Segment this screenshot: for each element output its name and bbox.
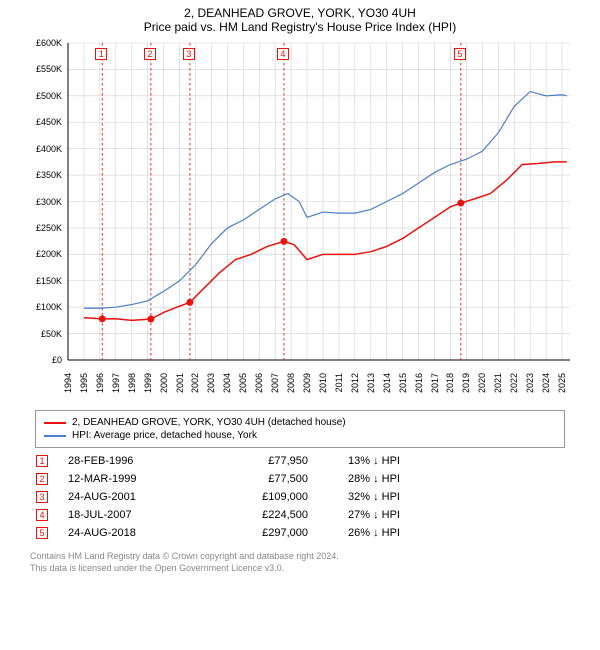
sale-price: £297,000 (218, 527, 348, 539)
x-axis-label: 2006 (254, 373, 264, 413)
y-axis-label: £0 (2, 355, 62, 365)
sale-marker-flag: 1 (95, 48, 107, 60)
x-axis-label: 2008 (286, 373, 296, 413)
y-axis-label: £100K (2, 302, 62, 312)
x-axis-label: 2004 (222, 373, 232, 413)
line-chart (20, 38, 580, 408)
footnote-line2: This data is licensed under the Open Gov… (30, 562, 570, 574)
sale-row-marker: 1 (36, 455, 48, 467)
x-axis-label: 2009 (302, 373, 312, 413)
sale-date: 24-AUG-2018 (68, 527, 218, 539)
x-axis-label: 2005 (238, 373, 248, 413)
y-axis-label: £350K (2, 170, 62, 180)
x-axis-label: 2023 (525, 373, 535, 413)
legend-item: 2, DEANHEAD GROVE, YORK, YO30 4UH (detac… (44, 416, 556, 429)
sale-marker-flag: 4 (277, 48, 289, 60)
y-axis-label: £600K (2, 38, 62, 48)
x-axis-label: 2007 (270, 373, 280, 413)
footnote-line1: Contains HM Land Registry data © Crown c… (30, 550, 570, 562)
y-axis-label: £300K (2, 197, 62, 207)
sale-marker-flag: 5 (454, 48, 466, 60)
x-axis-label: 2024 (541, 373, 551, 413)
y-axis-label: £550K (2, 64, 62, 74)
x-axis-label: 2018 (445, 373, 455, 413)
x-axis-label: 1999 (143, 373, 153, 413)
sale-date: 12-MAR-1999 (68, 473, 218, 485)
y-axis-label: £450K (2, 117, 62, 127)
y-axis-label: £200K (2, 249, 62, 259)
legend-swatch (44, 422, 66, 424)
footnote: Contains HM Land Registry data © Crown c… (30, 550, 570, 574)
x-axis-label: 2020 (477, 373, 487, 413)
x-axis-label: 1994 (63, 373, 73, 413)
sale-marker-flag: 3 (183, 48, 195, 60)
sale-row: 4 18-JUL-2007£224,50027% ↓ HPI (30, 506, 570, 524)
sales-table: 1 28-FEB-1996£77,95013% ↓ HPI 2 12-MAR-1999… (30, 452, 570, 542)
sale-hpi: 32% ↓ HPI (348, 491, 468, 503)
sale-price: £224,500 (218, 509, 348, 521)
x-axis-label: 2021 (493, 373, 503, 413)
legend: 2, DEANHEAD GROVE, YORK, YO30 4UH (detac… (35, 410, 565, 448)
x-axis-label: 2011 (334, 373, 344, 413)
x-axis-label: 2016 (414, 373, 424, 413)
x-axis-label: 2025 (557, 373, 567, 413)
sale-hpi: 27% ↓ HPI (348, 509, 468, 521)
sale-price: £109,000 (218, 491, 348, 503)
x-axis-label: 2001 (175, 373, 185, 413)
sale-date: 28-FEB-1996 (68, 455, 218, 467)
x-axis-label: 2003 (206, 373, 216, 413)
sale-hpi: 26% ↓ HPI (348, 527, 468, 539)
sale-price: £77,950 (218, 455, 348, 467)
sale-hpi: 28% ↓ HPI (348, 473, 468, 485)
x-axis-label: 2010 (318, 373, 328, 413)
x-axis-label: 2015 (398, 373, 408, 413)
legend-item: HPI: Average price, detached house, York (44, 429, 556, 442)
y-axis-label: £250K (2, 223, 62, 233)
x-axis-label: 1998 (127, 373, 137, 413)
sale-hpi: 13% ↓ HPI (348, 455, 468, 467)
x-axis-label: 2002 (190, 373, 200, 413)
x-axis-label: 1995 (79, 373, 89, 413)
x-axis-label: 2017 (430, 373, 440, 413)
sale-row: 1 28-FEB-1996£77,95013% ↓ HPI (30, 452, 570, 470)
x-axis-label: 2022 (509, 373, 519, 413)
sale-row-marker: 3 (36, 491, 48, 503)
x-axis-label: 2012 (350, 373, 360, 413)
page-subtitle: Price paid vs. HM Land Registry's House … (0, 20, 600, 38)
sale-marker-flag: 2 (144, 48, 156, 60)
y-axis-label: £400K (2, 144, 62, 154)
legend-label: 2, DEANHEAD GROVE, YORK, YO30 4UH (detac… (72, 417, 346, 428)
y-axis-label: £500K (2, 91, 62, 101)
sale-date: 18-JUL-2007 (68, 509, 218, 521)
x-axis-label: 1997 (111, 373, 121, 413)
sale-row-marker: 5 (36, 527, 48, 539)
legend-swatch (44, 435, 66, 437)
x-axis-label: 2014 (382, 373, 392, 413)
x-axis-label: 1996 (95, 373, 105, 413)
page-title: 2, DEANHEAD GROVE, YORK, YO30 4UH (0, 0, 600, 20)
x-axis-label: 2013 (366, 373, 376, 413)
sale-row-marker: 4 (36, 509, 48, 521)
sale-date: 24-AUG-2001 (68, 491, 218, 503)
x-axis-label: 2019 (461, 373, 471, 413)
y-axis-label: £150K (2, 276, 62, 286)
x-axis-label: 2000 (159, 373, 169, 413)
sale-price: £77,500 (218, 473, 348, 485)
sale-row: 5 24-AUG-2018£297,00026% ↓ HPI (30, 524, 570, 542)
legend-label: HPI: Average price, detached house, York (72, 430, 257, 441)
sale-row-marker: 2 (36, 473, 48, 485)
sale-row: 2 12-MAR-1999£77,50028% ↓ HPI (30, 470, 570, 488)
sale-row: 3 24-AUG-2001£109,00032% ↓ HPI (30, 488, 570, 506)
chart-area: £0£50K£100K£150K£200K£250K£300K£350K£400… (20, 38, 580, 408)
y-axis-label: £50K (2, 329, 62, 339)
